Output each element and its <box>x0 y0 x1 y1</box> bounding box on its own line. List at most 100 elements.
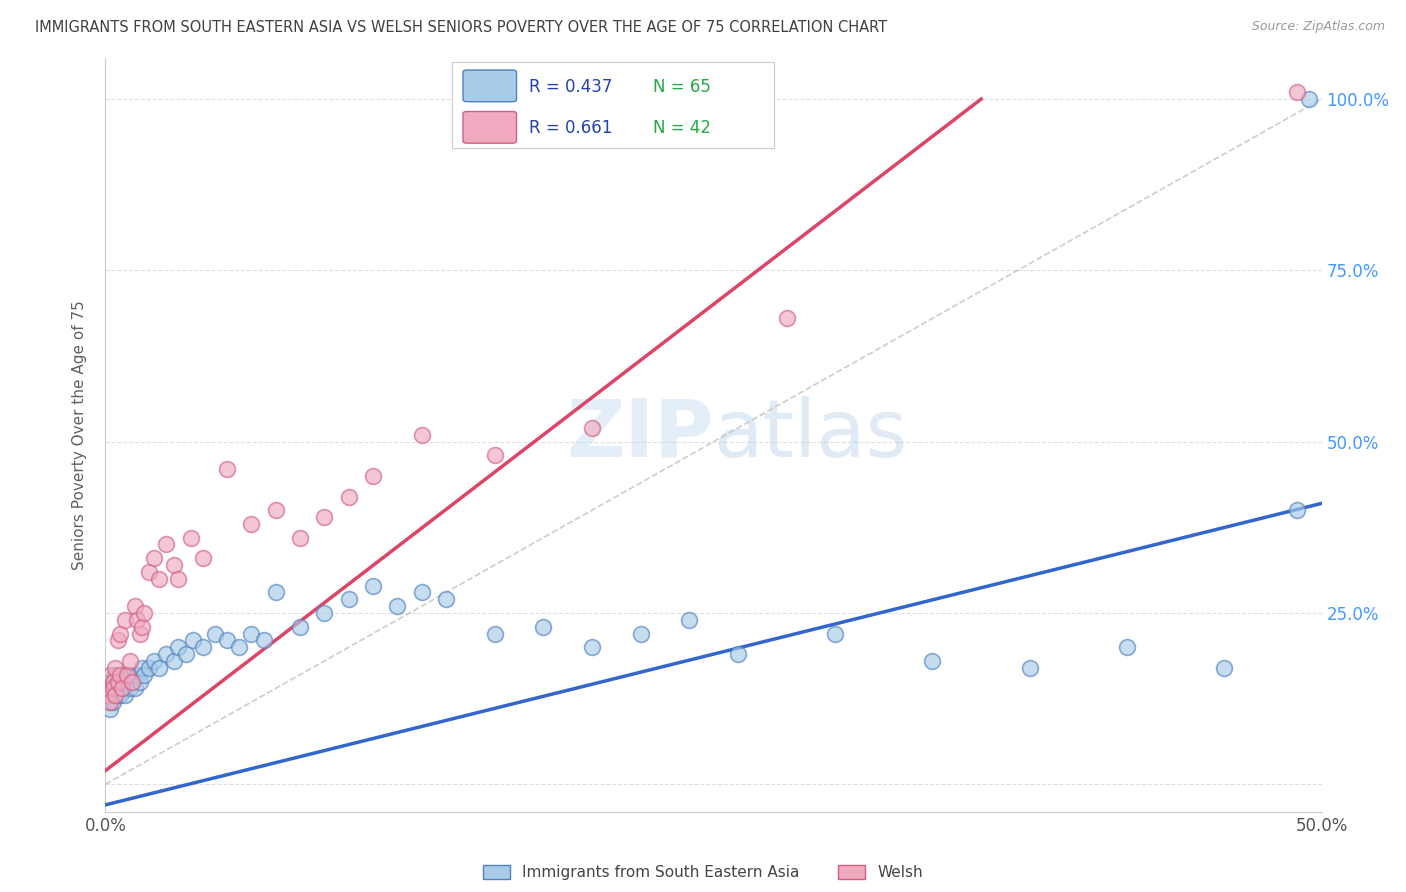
Point <box>101 674 124 689</box>
Point <box>104 681 127 696</box>
Point <box>125 613 148 627</box>
Point <box>143 654 166 668</box>
Point <box>337 490 360 504</box>
Point <box>288 531 311 545</box>
Point <box>134 606 156 620</box>
Point <box>191 551 214 566</box>
Point <box>117 667 139 681</box>
Text: atlas: atlas <box>713 396 908 474</box>
Point <box>155 647 177 661</box>
Point <box>678 613 700 627</box>
Point <box>264 585 287 599</box>
Point <box>314 510 336 524</box>
Point <box>97 681 120 696</box>
Point <box>181 633 204 648</box>
Point <box>118 667 141 681</box>
Point <box>162 654 184 668</box>
Point <box>128 626 150 640</box>
FancyBboxPatch shape <box>453 62 775 148</box>
Point <box>167 640 190 655</box>
Point <box>727 647 749 661</box>
Point <box>138 661 160 675</box>
Point <box>131 620 153 634</box>
Point <box>581 421 603 435</box>
Point <box>1018 661 1040 675</box>
Point <box>107 674 129 689</box>
Point <box>107 633 129 648</box>
Point <box>217 462 239 476</box>
Point <box>114 667 136 681</box>
Point <box>104 667 127 681</box>
Point <box>204 626 226 640</box>
Point <box>134 667 156 681</box>
Point <box>104 688 127 702</box>
Point <box>124 599 146 614</box>
Point <box>228 640 250 655</box>
Point <box>314 606 336 620</box>
Point <box>125 667 148 681</box>
Point <box>108 667 131 681</box>
Point <box>411 585 433 599</box>
Point <box>124 681 146 696</box>
Point <box>1116 640 1139 655</box>
Point <box>108 626 131 640</box>
Point <box>138 565 160 579</box>
FancyBboxPatch shape <box>463 70 516 102</box>
Point <box>288 620 311 634</box>
Point <box>921 654 943 668</box>
Point <box>104 688 127 702</box>
Point <box>252 633 274 648</box>
Point <box>167 572 190 586</box>
Point <box>108 688 131 702</box>
Text: N = 42: N = 42 <box>652 119 711 137</box>
Text: ZIP: ZIP <box>567 396 713 474</box>
Point <box>98 702 121 716</box>
Point <box>98 688 121 702</box>
Text: R = 0.661: R = 0.661 <box>529 119 612 137</box>
Point <box>128 674 150 689</box>
Point <box>108 681 131 696</box>
Point <box>143 551 166 566</box>
Point <box>118 654 141 668</box>
Point <box>118 681 141 696</box>
Point <box>361 579 384 593</box>
Point <box>97 695 120 709</box>
Point <box>111 674 134 689</box>
Point <box>121 674 143 689</box>
Point <box>162 558 184 572</box>
Text: N = 65: N = 65 <box>652 78 710 95</box>
Point <box>121 674 143 689</box>
Point <box>240 516 263 531</box>
Point <box>98 667 121 681</box>
Point <box>217 633 239 648</box>
Text: Source: ZipAtlas.com: Source: ZipAtlas.com <box>1251 20 1385 33</box>
Point <box>1298 92 1320 106</box>
Point <box>264 503 287 517</box>
Point <box>824 626 846 640</box>
Point <box>107 674 129 689</box>
Point <box>434 592 457 607</box>
Point <box>581 640 603 655</box>
Text: R = 0.437: R = 0.437 <box>529 78 612 95</box>
Point <box>98 674 121 689</box>
Point <box>107 681 129 696</box>
Point <box>114 688 136 702</box>
Point <box>114 613 136 627</box>
Point <box>155 537 177 551</box>
Point <box>111 681 134 696</box>
Point <box>174 647 197 661</box>
Point <box>484 626 506 640</box>
Legend: Immigrants from South Eastern Asia, Welsh: Immigrants from South Eastern Asia, Wels… <box>482 865 924 880</box>
Point <box>117 674 139 689</box>
Point <box>531 620 554 634</box>
Point <box>107 688 129 702</box>
Point <box>1286 85 1309 99</box>
Point <box>97 688 120 702</box>
Point <box>775 311 797 326</box>
Point <box>111 681 134 696</box>
Point <box>101 674 124 689</box>
Point <box>148 661 170 675</box>
Point <box>484 449 506 463</box>
Point <box>387 599 409 614</box>
Point <box>101 681 124 696</box>
